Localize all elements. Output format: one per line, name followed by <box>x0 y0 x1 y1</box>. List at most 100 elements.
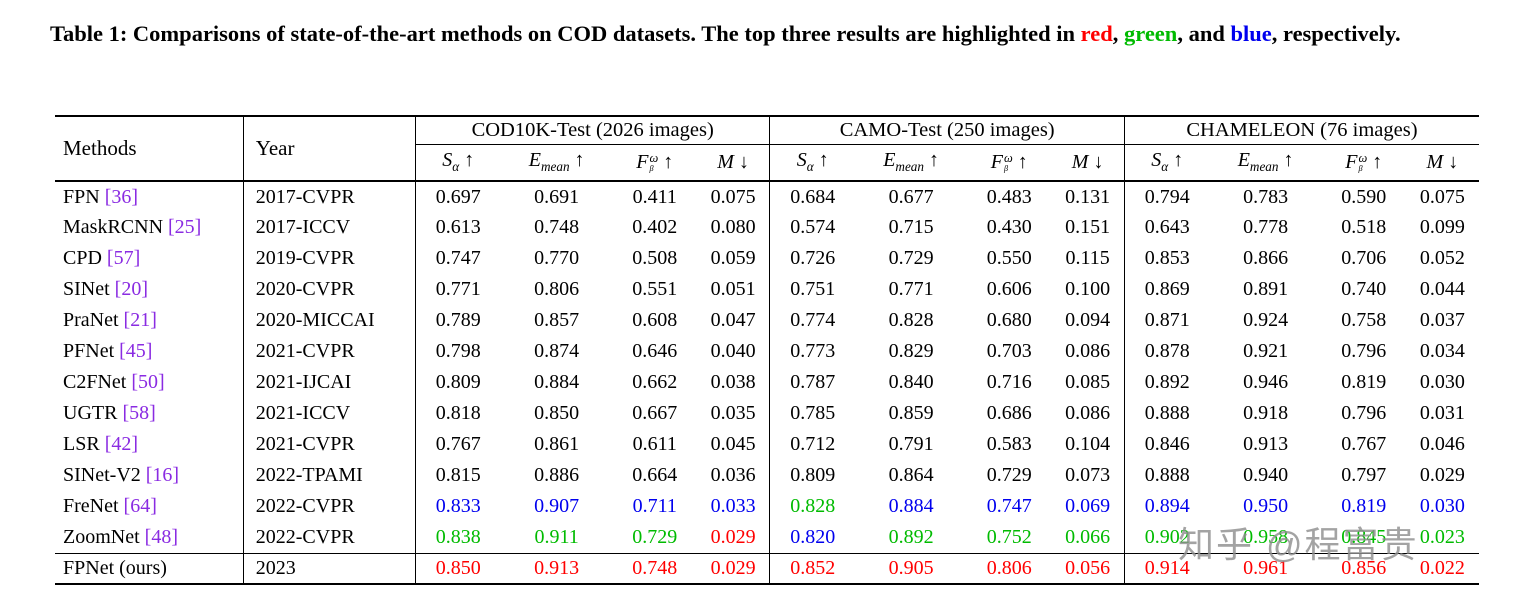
metric-value: 0.066 <box>1065 525 1111 548</box>
method-label: PFNet <box>63 340 115 362</box>
citation-link[interactable]: [45] <box>114 340 153 362</box>
metric-value: 0.886 <box>534 464 580 486</box>
metric-value: 0.075 <box>1419 185 1465 208</box>
metric-value: 0.946 <box>1243 371 1289 393</box>
metric-value: 0.773 <box>769 336 856 367</box>
metric-value: 0.859 <box>888 402 934 424</box>
metric-value: 0.051 <box>710 278 756 300</box>
caption-sep1: , <box>1112 21 1124 46</box>
metric-value: 0.703 <box>986 340 1032 362</box>
method-label: UGTR <box>63 402 118 424</box>
metric-value: 0.809 <box>414 367 501 398</box>
citation-link[interactable]: [48] <box>139 525 178 548</box>
citation-link[interactable]: [50] <box>126 371 165 393</box>
method-label: SINet-V2 <box>63 464 141 486</box>
metric-value: 0.716 <box>986 371 1032 393</box>
metric-value: 0.752 <box>986 525 1032 548</box>
metric-value: 0.031 <box>1419 402 1465 424</box>
metric-value: 0.833 <box>414 491 501 522</box>
method-label: SINet <box>63 278 110 300</box>
citation-link[interactable]: [58] <box>117 402 156 424</box>
table-row: LSR [42] 2021-CVPR 0.767 0.861 0.611 0.045 0.7… <box>55 429 1479 460</box>
metric-value: 0.958 <box>1243 525 1289 548</box>
metric-value: 0.080 <box>710 216 756 238</box>
year-cell: 2021-ICCV <box>242 398 416 429</box>
metric-value: 0.866 <box>1243 247 1289 269</box>
metric-value: 0.787 <box>769 367 856 398</box>
metric-value: 0.914 <box>1123 552 1210 584</box>
metric-value: 0.783 <box>1243 185 1289 208</box>
citation-link[interactable]: [16] <box>140 464 180 486</box>
metric-value: 0.044 <box>1419 278 1465 300</box>
metric-value: 0.818 <box>414 398 501 429</box>
method-name: SINet-V2 [16] <box>55 460 243 491</box>
citation-link[interactable]: [25] <box>163 216 202 238</box>
metric-value: 0.030 <box>1419 495 1465 517</box>
metric-value: 0.771 <box>888 278 934 300</box>
metric-value: 0.100 <box>1065 278 1111 300</box>
metric-value: 0.729 <box>632 525 678 548</box>
metric-value: 0.611 <box>632 433 677 455</box>
metric-value: 0.774 <box>769 305 856 336</box>
year-cell: 2021-CVPR <box>242 336 416 367</box>
metric-value: 0.748 <box>612 552 697 584</box>
citation-link[interactable]: [42] <box>99 433 139 455</box>
caption-sep2: , and <box>1177 21 1231 46</box>
metric-value: 0.894 <box>1123 491 1210 522</box>
citation-link[interactable]: [20] <box>109 278 148 300</box>
metric-value: 0.806 <box>967 552 1052 584</box>
metric-value: 0.508 <box>632 247 678 269</box>
metric-value: 0.023 <box>1419 525 1465 548</box>
metric-value: 0.884 <box>888 495 934 517</box>
citation-link[interactable]: [36] <box>99 185 139 208</box>
year-cell: 2020-CVPR <box>242 274 416 305</box>
metric-value: 0.029 <box>1419 464 1465 486</box>
metric-value: 0.590 <box>1341 185 1387 208</box>
metric-value: 0.686 <box>986 402 1032 424</box>
metric-value: 0.770 <box>534 247 580 269</box>
metric-value: 0.796 <box>1341 402 1387 424</box>
year-cell: 2023 <box>242 552 416 584</box>
table-row: PraNet [21] 2020-MICCAI 0.789 0.857 0.608 0.0… <box>55 305 1479 336</box>
metric-value: 0.913 <box>1243 433 1289 455</box>
caption-suffix: , respectively. <box>1271 21 1401 46</box>
metric-value: 0.794 <box>1123 181 1210 212</box>
method-name: C2FNet [50] <box>55 367 243 398</box>
method-name: SINet [20] <box>55 274 243 305</box>
citation-link[interactable]: [64] <box>118 495 157 517</box>
metric-value: 0.029 <box>696 552 770 584</box>
metric-value: 0.684 <box>769 181 856 212</box>
metric-value: 0.115 <box>1065 247 1110 269</box>
metric-value: 0.059 <box>710 247 756 269</box>
metric-value: 0.861 <box>534 433 580 455</box>
metric-value: 0.729 <box>986 464 1032 486</box>
metric-header-e-mean: Emean ↑ <box>855 144 968 182</box>
metric-value: 0.740 <box>1341 278 1387 300</box>
table-row: SINet [20] 2020-CVPR 0.771 0.806 0.551 0.051 0… <box>55 274 1479 305</box>
metric-header-s-alpha: Sα ↑ <box>769 144 856 182</box>
year-cell: 2022-TPAMI <box>242 460 416 491</box>
metric-value: 0.411 <box>632 185 677 208</box>
metric-value: 0.680 <box>986 309 1032 331</box>
metric-value: 0.085 <box>1065 371 1111 393</box>
metric-value: 0.961 <box>1209 552 1322 584</box>
method-name: FPNet (ours) <box>55 552 244 584</box>
year-cell: 2022-CVPR <box>242 522 416 553</box>
metric-header-e-mean: Emean ↑ <box>1209 144 1322 182</box>
year-cell: 2019-CVPR <box>242 243 416 274</box>
group-header-row: Methods Year COD10K-Test (2026 images) C… <box>55 116 1479 182</box>
metric-value: 0.748 <box>534 216 580 238</box>
metric-value: 0.664 <box>632 464 678 486</box>
caption-prefix: Table 1: Comparisons of state-of-the-art… <box>50 21 1081 46</box>
method-label: CPD <box>63 247 102 269</box>
citation-link[interactable]: [21] <box>118 309 157 331</box>
metric-value: 0.646 <box>632 340 678 362</box>
metric-value: 0.606 <box>986 278 1032 300</box>
metric-value: 0.583 <box>986 433 1032 455</box>
metric-value: 0.036 <box>710 464 756 486</box>
metric-value: 0.151 <box>1065 216 1111 238</box>
citation-link[interactable]: [57] <box>101 247 141 269</box>
metric-header-s-alpha: Sα ↑ <box>414 144 501 182</box>
